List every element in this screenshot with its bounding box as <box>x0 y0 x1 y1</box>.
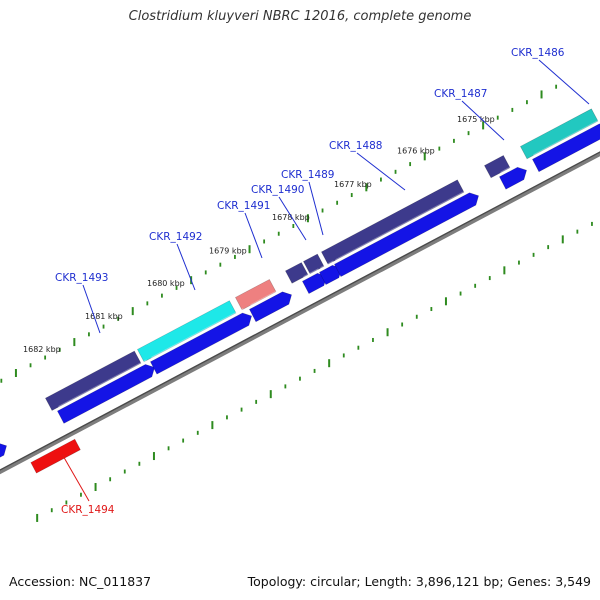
kbp-label: 1675 kbp <box>457 115 495 124</box>
leader-line-ckr-1491 <box>244 212 263 259</box>
kbp-label: 1680 kbp <box>147 279 185 288</box>
gene-label-ckr-1487[interactable]: CKR_1487 <box>434 88 487 100</box>
leader-line-ckr-1493 <box>82 284 101 334</box>
gene-block-ckr-1493 <box>44 350 142 411</box>
cds-arrow-forward <box>333 192 479 278</box>
cds-arrow-forward <box>531 123 600 173</box>
gene-block-ckr-1486-highlight <box>520 103 593 147</box>
accession-text: Accession: NC_011837 <box>9 574 152 589</box>
cds-arrow-forward-highlight <box>532 118 600 160</box>
gene-block-ckr-1492-highlight <box>137 295 231 350</box>
kbp-label: 1678 kbp <box>272 213 310 222</box>
leader-line-ckr-1488 <box>356 152 406 191</box>
genome-backbone <box>0 151 600 475</box>
leader-line-ckr-1487 <box>461 100 505 141</box>
gene-block-ckr-1491-highlight <box>235 274 271 298</box>
leader-line-ckr-1492 <box>176 243 196 291</box>
cds-arrow-forward-highlight <box>334 187 471 265</box>
gene-label-ckr-1490[interactable]: CKR_1490 <box>251 184 304 196</box>
gene-block-ckr-1489 <box>302 253 325 275</box>
gene-label-ckr-1489[interactable]: CKR_1489 <box>281 169 334 181</box>
gene-block-ckr-1490 <box>284 262 309 284</box>
cds-arrow-forward-highlight <box>249 286 284 310</box>
cds-arrow-forward <box>248 291 292 323</box>
gene-block-ckr-1491 <box>234 278 277 311</box>
cds-arrow-forward <box>56 364 155 424</box>
gene-label-ckr-1493[interactable]: CKR_1493 <box>55 272 108 284</box>
gene-label-ckr-1486[interactable]: CKR_1486 <box>511 47 565 59</box>
gene-block-ckr-1487-highlight <box>484 150 505 166</box>
map-title: Clostridium kluyveri NBRC 12016, complet… <box>128 9 472 24</box>
gene-label-ckr-1494[interactable]: CKR_1494 <box>61 504 115 516</box>
cds-arrow-forward-highlight <box>57 359 147 411</box>
gene-label-ckr-1492[interactable]: CKR_1492 <box>149 231 202 243</box>
cds-arrow-forward <box>498 166 527 190</box>
cds-arrow-forward-highlight <box>302 268 319 282</box>
leader-line-ckr-1486 <box>538 59 590 105</box>
gene-block-ckr-1487 <box>483 154 511 179</box>
gene-label-ckr-1488[interactable]: CKR_1488 <box>329 140 382 152</box>
kbp-label: 1676 kbp <box>397 147 435 156</box>
gene-block-ckr-1493-highlight <box>45 345 136 399</box>
gene-block-ckr-1490-highlight <box>285 257 303 271</box>
gene-block-ckr-1488 <box>320 179 465 265</box>
cds-arrow-forward <box>0 443 7 458</box>
cds-arrow-forward-highlight <box>319 260 334 273</box>
gene-block-ckr-1489-highlight <box>303 248 319 262</box>
leader-line-ckr-1490 <box>278 196 307 241</box>
cds-arrow-forward-highlight <box>150 307 244 362</box>
gene-label-ckr-1491[interactable]: CKR_1491 <box>217 200 270 212</box>
cds-arrow-forward <box>149 312 252 375</box>
cds-arrow-ckr-1494 <box>30 438 81 474</box>
kbp-label: 1679 kbp <box>209 246 247 255</box>
leader-line-ckr-1494 <box>61 453 90 502</box>
kbp-label: 1682 kbp <box>23 345 61 354</box>
cds-arrow-forward-highlight <box>499 162 519 177</box>
kbp-label: 1677 kbp <box>334 180 372 189</box>
kbp-label: 1681 kbp <box>85 312 123 321</box>
leader-line-ckr-1489 <box>308 181 324 236</box>
gene-block-ckr-1486 <box>519 108 599 160</box>
gene-block-ckr-1492 <box>136 300 237 363</box>
genome-backbone-edge <box>0 151 600 471</box>
genome-summary-text: Topology: circular; Length: 3,896,121 bp… <box>247 574 591 589</box>
cds-arrow-ckr-1494-highlight <box>30 434 76 463</box>
gene-block-ckr-1488-highlight <box>321 174 459 252</box>
